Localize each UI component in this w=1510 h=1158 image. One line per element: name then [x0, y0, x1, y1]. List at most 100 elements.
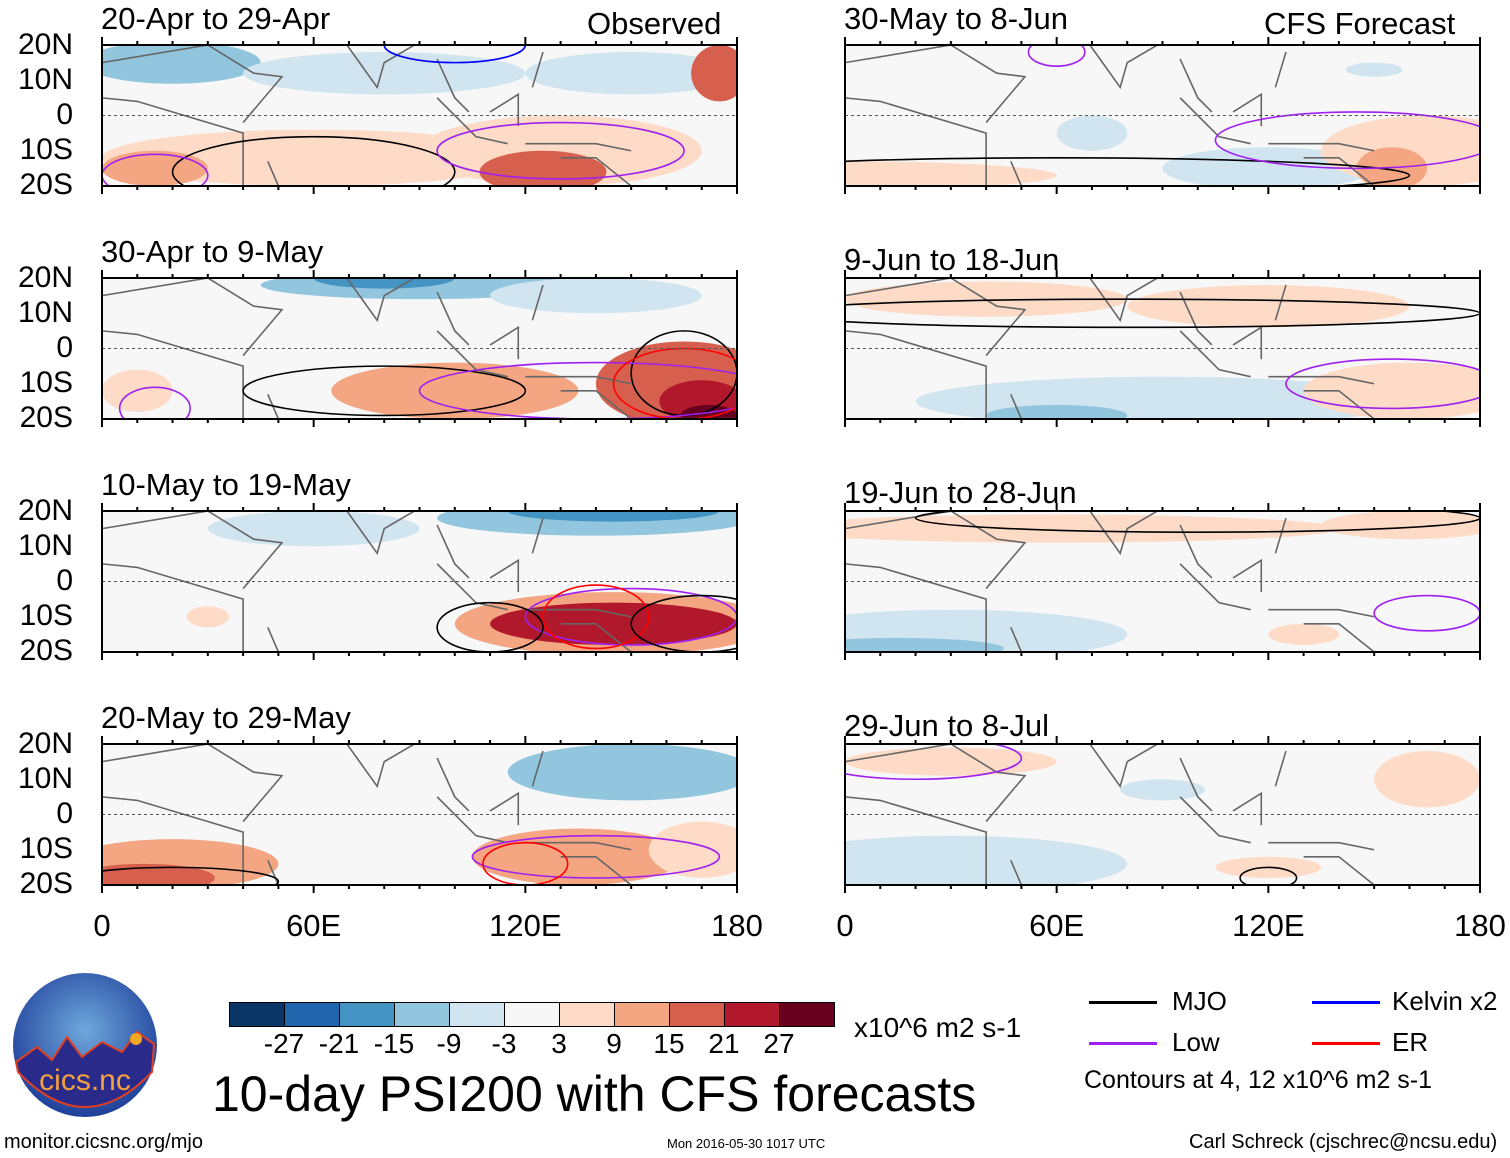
legend-kelvin: Kelvin x2 [1392, 986, 1498, 1016]
anomaly-region [507, 744, 737, 801]
colorbar-swatch [340, 1003, 395, 1026]
map-panel-right-2 [844, 503, 1481, 660]
colorbar-swatch [505, 1003, 560, 1026]
anomaly-region [845, 637, 1004, 652]
legend-er: ER [1392, 1027, 1429, 1057]
footer-url[interactable]: monitor.cicsnc.org/mjo [4, 1131, 203, 1153]
anomaly-region [102, 45, 261, 84]
wave-contour [242, 365, 527, 417]
anomaly-region [845, 747, 1057, 776]
wave-contour [102, 153, 209, 186]
colorbar-swatch [230, 1003, 285, 1026]
map-panel-right-3 [844, 736, 1481, 893]
colorbar-label: -21 [318, 1028, 360, 1059]
logo-text: cics.nc [39, 1064, 131, 1097]
map-panel-right-0 [844, 37, 1481, 194]
colorbar-label: -27 [263, 1028, 305, 1059]
wave-contour [171, 135, 456, 186]
colorbar-swatch [670, 1003, 725, 1026]
lon-tick-label: 180 [1454, 908, 1506, 943]
legend-low-line [1089, 1042, 1157, 1045]
anomaly-region [648, 821, 737, 878]
legend-mjo: MJO [1172, 986, 1227, 1016]
figure-title: 10-day PSI200 with CFS forecasts [212, 1066, 977, 1122]
anomaly-region [490, 278, 702, 314]
colorbar-swatch [615, 1003, 670, 1026]
lon-tick-label: 60E [286, 908, 342, 943]
anomaly-region [102, 150, 208, 186]
coastline [102, 744, 632, 885]
colorbar [229, 1002, 835, 1027]
panel-title: 19-Jun to 28-Jun [844, 475, 1077, 510]
wave-contour [845, 157, 1411, 186]
lon-tick-label: 120E [489, 908, 562, 943]
lat-tick-label: 20S [19, 634, 73, 667]
coastline [102, 511, 632, 652]
map-panel-right-1 [844, 270, 1481, 427]
coastline [845, 511, 1375, 652]
colorbar-label: -15 [373, 1028, 415, 1059]
anomaly-region [1268, 623, 1339, 645]
lat-tick-label: 20S [19, 401, 73, 434]
lat-tick-label: 10S [19, 599, 73, 632]
footer-author: Carl Schreck (cjschrec@ncsu.edu) [1189, 1131, 1498, 1153]
lat-tick-label: 10S [19, 832, 73, 865]
lat-tick-label: 0 [56, 564, 73, 597]
wave-contour [630, 594, 737, 652]
wave-contour [542, 584, 650, 650]
colorbar-label: 9 [606, 1028, 622, 1059]
lat-tick-label: 10N [17, 296, 73, 329]
lat-tick-label: 20S [19, 867, 73, 900]
legend-kelvin-line [1312, 1001, 1380, 1004]
lat-tick-label: 0 [56, 98, 73, 131]
colorbar-label: -9 [436, 1028, 462, 1059]
anomaly-region [1303, 362, 1480, 419]
coastline [845, 278, 1375, 419]
lon-tick-label: 180 [711, 908, 763, 943]
colorbar-label: 3 [551, 1028, 567, 1059]
legend-mjo-line [1089, 1001, 1157, 1004]
colorbar-label: 15 [653, 1028, 685, 1059]
wave-contour [1214, 111, 1480, 170]
wave-contour [1285, 358, 1480, 410]
colorbar-swatch [450, 1003, 505, 1026]
cicsnc-logo: cics.nc [13, 973, 157, 1117]
lat-tick-label: 20S [19, 168, 73, 201]
anomaly-region [1374, 751, 1480, 808]
panel-title: 10-May to 19-May [101, 467, 351, 502]
wave-contour [436, 121, 685, 180]
anomaly-region [1321, 511, 1480, 540]
lat-tick-label: 10N [17, 762, 73, 795]
lat-tick-label: 0 [56, 331, 73, 364]
anomaly-region [1162, 147, 1375, 186]
colorbar-swatch [560, 1003, 615, 1026]
wave-contour [524, 587, 737, 646]
panel-title: 20-May to 29-May [101, 700, 351, 735]
anomaly-region [243, 52, 526, 95]
panel-title: 30-Apr to 9-May [101, 234, 324, 269]
lat-tick-label: 20N [17, 261, 73, 294]
anomaly-region [507, 511, 720, 522]
panel-title: 29-Jun to 8-Jul [844, 708, 1050, 743]
lon-tick-label: 0 [93, 908, 111, 943]
forecast-header: CFS Forecast [1264, 6, 1456, 41]
map-panel-left-0 [101, 37, 738, 194]
anomaly-region [691, 45, 737, 102]
colorbar-swatch [725, 1003, 780, 1026]
lat-tick-label: 0 [56, 797, 73, 830]
lat-tick-label: 20N [17, 494, 73, 527]
wave-contour [102, 866, 280, 885]
panel-title: 9-Jun to 18-Jun [844, 242, 1060, 277]
colorbar-label: 21 [708, 1028, 740, 1059]
wave-contour [1239, 866, 1298, 885]
wave-contour [914, 511, 1480, 533]
panel-title: 20-Apr to 29-Apr [101, 1, 331, 36]
anomaly-region [1120, 779, 1205, 801]
colorbar-label: 27 [763, 1028, 795, 1059]
coastline [845, 45, 1375, 186]
lat-tick-label: 10S [19, 366, 73, 399]
anomaly-region [207, 511, 420, 547]
wave-contour [118, 386, 191, 419]
footer-timestamp: Mon 2016-05-30 1017 UTC [667, 1136, 826, 1151]
anomaly-region [1345, 62, 1403, 77]
